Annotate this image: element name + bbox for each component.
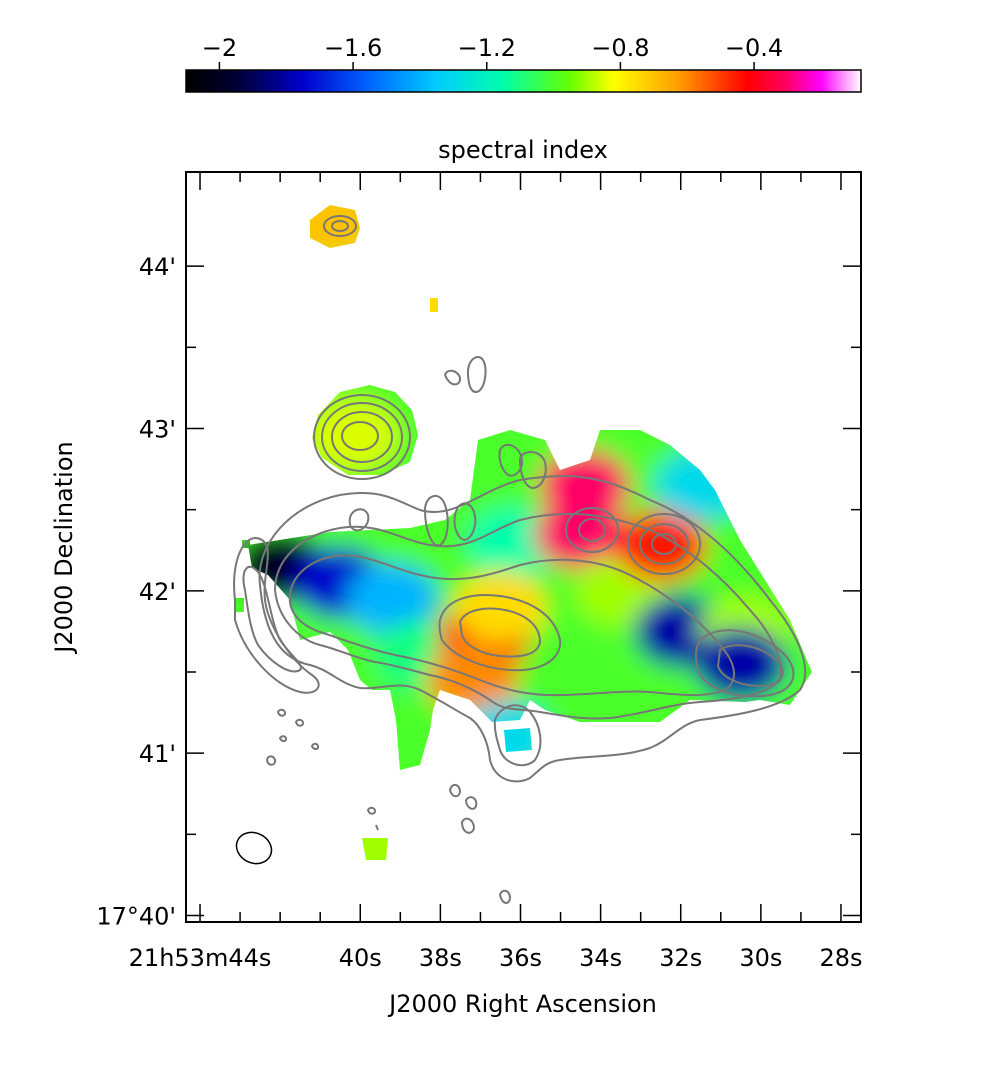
contour (366, 806, 377, 815)
beam-ellipse (235, 831, 273, 865)
contour (458, 607, 542, 658)
spectral-index-region (386, 267, 479, 340)
x-tick-label: 36s (499, 944, 542, 972)
contour (627, 513, 701, 575)
contour (464, 796, 478, 810)
contour (294, 718, 305, 727)
contour (276, 708, 287, 717)
contour (493, 704, 542, 767)
spectral-index-region (694, 627, 787, 700)
axis-ticks (186, 172, 861, 922)
contour (341, 421, 379, 451)
y-tick-label: 43' (139, 415, 176, 443)
chart-title: spectral index (438, 136, 608, 164)
x-tick-label: 32s (659, 944, 702, 972)
contour (331, 220, 349, 232)
y-tick-label: 41' (139, 740, 176, 768)
contour (578, 518, 606, 542)
intensity-contours (233, 215, 807, 904)
contour (288, 554, 735, 697)
x-tick-label: 40s (339, 944, 382, 972)
spectral-index-region (346, 562, 439, 635)
x-tick-label: 38s (419, 944, 462, 972)
contour (460, 817, 476, 834)
contour (694, 629, 795, 698)
contour (565, 507, 619, 553)
spectral-index-region (654, 449, 747, 522)
contour (348, 508, 370, 532)
contour (242, 565, 302, 673)
contour (651, 533, 677, 555)
spectral-index-region (322, 806, 415, 860)
colorbar: −2 −1.6 −1.2 −0.8 −0.4 (185, 34, 862, 93)
colorbar-ticks: −2 −1.6 −1.2 −0.8 −0.4 (202, 34, 783, 70)
contour (321, 402, 403, 472)
y-tick-label: 17°40' (96, 903, 176, 931)
contour (498, 889, 512, 904)
contour (518, 451, 547, 490)
contour (716, 644, 784, 688)
colorbar-tick-label: −1.2 (458, 34, 516, 62)
contour (273, 512, 782, 720)
x-tick-label: 34s (579, 944, 622, 972)
y-axis-label: J2000 Declination (50, 441, 78, 654)
contour (323, 215, 357, 237)
contour (310, 742, 320, 751)
colorbar-tick-label: −0.8 (591, 34, 649, 62)
contour (466, 356, 487, 394)
spectral-index-map (236, 205, 812, 860)
colorbar-tick-label: −1.6 (324, 34, 382, 62)
contour (423, 495, 449, 547)
contour (313, 394, 411, 480)
contour (258, 475, 807, 783)
colorbar-tick-label: −0.4 (725, 34, 783, 62)
contour (278, 735, 288, 743)
y-tick-label: 44' (139, 253, 176, 281)
colorbar-ramp (186, 70, 861, 92)
x-tick-label: 21h53m44s (129, 944, 272, 972)
contour (265, 755, 277, 766)
contour (375, 824, 379, 831)
axes-frame (185, 171, 862, 923)
y-tick-label: 42' (139, 578, 176, 606)
x-axis-label: J2000 Right Ascension (387, 990, 657, 1018)
tick-labels: 21h53m44s 40s 38s 36s 34s 32s 30s 28s 17°40' 41' 4… (96, 253, 862, 972)
contour (233, 537, 320, 694)
contour (498, 443, 524, 477)
colorbar-frame (185, 69, 862, 93)
contour (639, 523, 689, 565)
contour (331, 411, 393, 463)
contour (453, 502, 477, 542)
colorbar-tick-label: −2 (202, 34, 237, 62)
spectral-index-region (454, 571, 547, 644)
contour (443, 369, 462, 386)
contour (448, 784, 462, 798)
contour (438, 594, 562, 672)
x-tick-label: 28s (819, 944, 862, 972)
x-tick-label: 30s (739, 944, 782, 972)
spectral-index-region (466, 506, 559, 579)
